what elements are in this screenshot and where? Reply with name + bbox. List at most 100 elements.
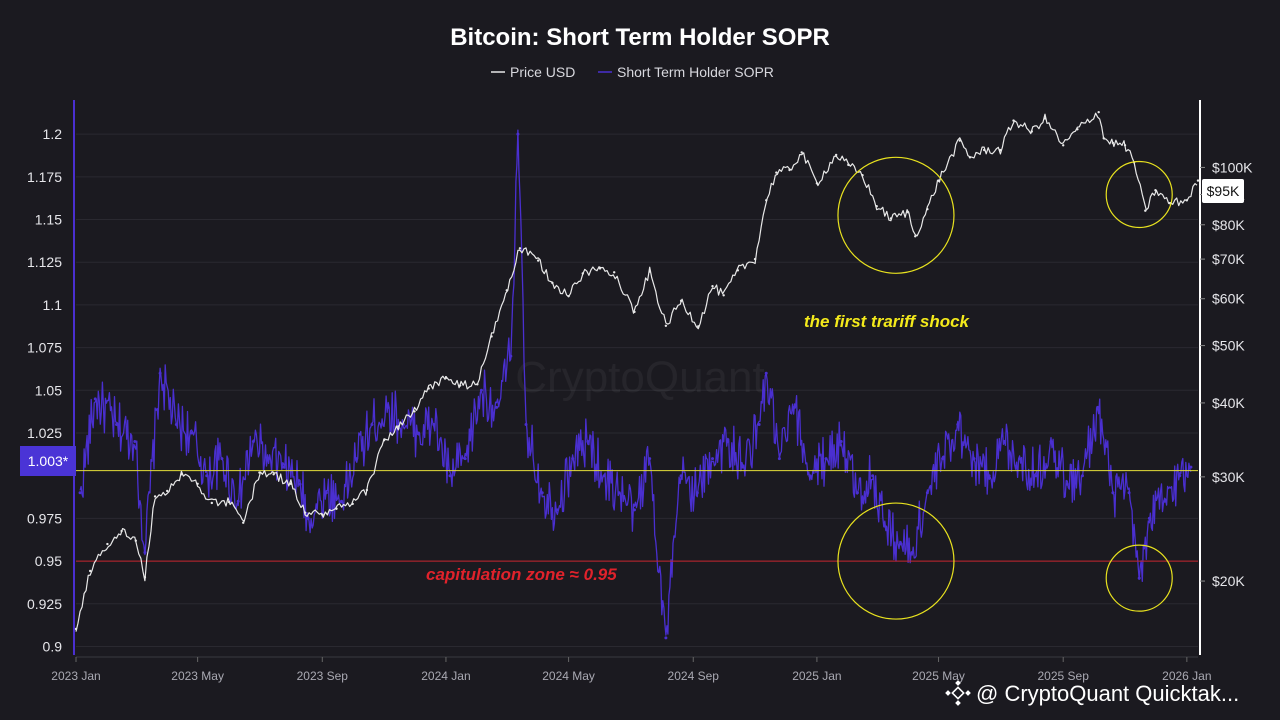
highlight-circle-2025-nov-sopr — [1105, 544, 1173, 612]
price-point — [289, 482, 293, 486]
sopr-point — [463, 457, 467, 461]
price-point — [968, 156, 972, 159]
sopr-point — [602, 474, 606, 478]
sopr-point — [632, 508, 636, 512]
legend-price-label[interactable]: Price USD — [510, 64, 575, 80]
legend[interactable]: Price USD Short Term Holder SOPR — [491, 64, 774, 80]
right-tick-label: $60K — [1212, 291, 1245, 307]
price-point — [648, 270, 651, 273]
sopr-point — [910, 551, 914, 555]
highlight-circle-2025-spring-price — [837, 156, 955, 274]
sopr-point — [1049, 440, 1053, 444]
sopr-point — [664, 636, 668, 640]
x-tick-label: 2024 Jan — [421, 669, 470, 683]
price-point — [536, 259, 540, 262]
price-point — [581, 272, 584, 275]
price-point — [1144, 209, 1147, 212]
right-tick-label: $40K — [1212, 395, 1245, 411]
sopr-point — [133, 440, 137, 444]
price-point — [1076, 128, 1079, 131]
x-tick-label: 2024 Sep — [668, 669, 720, 683]
price-point — [847, 163, 850, 167]
price-point — [1043, 117, 1047, 120]
x-tick-label: 2024 May — [542, 669, 595, 683]
reference-lines — [76, 470, 1198, 562]
sopr-point — [899, 542, 903, 546]
price-point — [711, 284, 714, 288]
sopr-point — [1034, 474, 1038, 478]
left-tick-label: 1.15 — [35, 212, 62, 228]
sopr-point — [1065, 482, 1069, 486]
price-point — [444, 376, 448, 379]
price-point — [505, 289, 508, 292]
price-point — [753, 257, 757, 261]
price-point — [914, 235, 917, 238]
sopr-point — [617, 491, 621, 495]
price-point — [736, 269, 740, 272]
sopr-point — [679, 474, 683, 478]
chart-title: Bitcoin: Short Term Holder SOPR — [450, 24, 830, 51]
left-tick-label: 1.125 — [27, 254, 62, 270]
x-tick-label: 2025 Jan — [792, 669, 841, 683]
current-price-badge-label: $95K — [1207, 183, 1240, 199]
price-point — [1102, 137, 1105, 140]
sopr-point — [93, 397, 97, 401]
left-tick-label: 1.075 — [27, 340, 62, 356]
price-point — [1097, 110, 1100, 114]
price-point — [834, 153, 838, 157]
credit: @ CryptoQuant Quicktak... — [945, 680, 1239, 706]
price-point — [106, 542, 109, 546]
sopr-point — [824, 457, 828, 461]
left-tick-label: 1.2 — [43, 126, 63, 142]
sopr-point — [236, 499, 240, 503]
price-point — [926, 207, 929, 211]
x-tick-label: 2023 Sep — [297, 669, 349, 683]
price-point — [382, 438, 386, 442]
price-point — [567, 294, 570, 298]
sopr-point — [509, 354, 513, 358]
x-tick-label: 2023 Jan — [51, 669, 100, 683]
sopr-point — [524, 422, 528, 426]
price-point — [1111, 141, 1115, 145]
price-point — [815, 182, 819, 185]
sopr-point — [220, 457, 224, 461]
price-point — [134, 539, 137, 542]
price-point — [335, 507, 338, 510]
sopr-point — [324, 491, 328, 495]
legend-sopr-label[interactable]: Short Term Holder SOPR — [617, 64, 774, 80]
price-point — [1030, 130, 1033, 133]
sopr-point — [298, 482, 302, 486]
highlight-circle-2025-spring-sopr — [837, 502, 955, 620]
sopr-point — [282, 465, 286, 469]
credit-label: @ CryptoQuant Quicktak... — [976, 681, 1239, 706]
right-tick-label: $20K — [1212, 573, 1245, 589]
right-tick-label: $50K — [1212, 338, 1245, 354]
sopr-point — [987, 474, 991, 478]
price-layer — [74, 110, 1200, 632]
sopr-point — [370, 422, 374, 426]
highlight-circles — [837, 156, 1173, 620]
sopr-line — [79, 129, 1192, 636]
sopr-point — [1018, 457, 1022, 461]
price-point — [937, 179, 940, 182]
price-point — [258, 471, 261, 474]
price-point — [227, 500, 231, 504]
sopr-point — [306, 516, 310, 520]
current-sopr-badge-bg — [20, 446, 76, 476]
current-price-badge-bg — [1202, 179, 1244, 203]
watermark: CryptoQuant — [515, 353, 764, 402]
price-point — [397, 425, 400, 428]
price-point — [1012, 119, 1015, 122]
price-point — [272, 473, 275, 476]
sopr-point — [251, 440, 255, 444]
sopr-point — [884, 525, 888, 529]
sopr-point — [340, 499, 344, 503]
price-point — [413, 410, 416, 413]
sopr-point — [1147, 516, 1151, 520]
sopr-point — [190, 431, 194, 435]
price-point — [196, 482, 199, 486]
left-tick-label: 1.05 — [35, 382, 62, 398]
left-tick-label: 0.95 — [35, 553, 62, 569]
current-price-badge: $95K — [1202, 179, 1244, 203]
